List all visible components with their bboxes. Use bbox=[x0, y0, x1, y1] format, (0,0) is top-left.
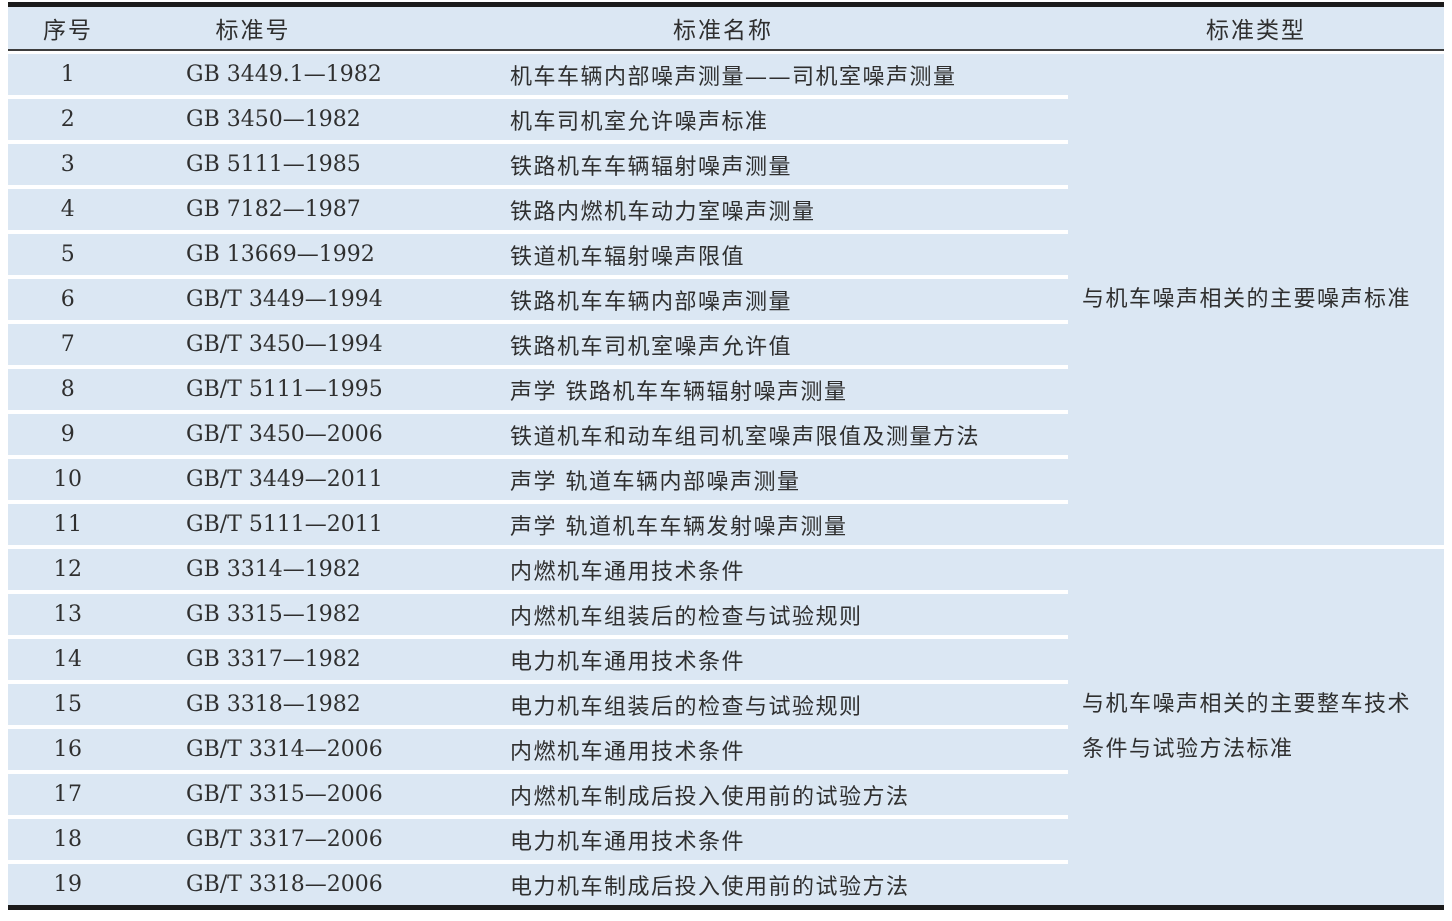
row-serial-number: 18 bbox=[53, 827, 83, 852]
row-standard-name: 铁道机车和动车组司机室噪声限值及测量方法 bbox=[510, 424, 981, 450]
row-serial-number: 4 bbox=[60, 197, 76, 222]
standard-type-cell: 与机车噪声相关的主要整车技术 条件与试验方法标准 bbox=[1068, 549, 1444, 905]
table-row: 5 GB 13669—1992 铁道机车辐射噪声限值 bbox=[8, 234, 1068, 275]
row-serial-number: 19 bbox=[53, 872, 83, 897]
header-serial-number: 序号 bbox=[43, 18, 93, 44]
row-standard-name: 铁道机车辐射噪声限值 bbox=[510, 244, 746, 270]
row-serial-number: 7 bbox=[60, 332, 76, 357]
row-standard-code: GB/T 3318—2006 bbox=[186, 872, 383, 897]
table-row: 12 GB 3314—1982 内燃机车通用技术条件 bbox=[8, 549, 1068, 590]
table-row: 9 GB/T 3450—2006 铁道机车和动车组司机室噪声限值及测量方法 bbox=[8, 414, 1068, 455]
row-standard-name: 铁路机车司机室噪声允许值 bbox=[510, 334, 793, 360]
table-row: 17 GB/T 3315—2006 内燃机车制成后投入使用前的试验方法 bbox=[8, 774, 1068, 815]
table-bottom-border bbox=[8, 905, 1444, 910]
row-standard-name: 电力机车组装后的检查与试验规则 bbox=[510, 694, 863, 720]
row-serial-number: 6 bbox=[60, 287, 76, 312]
row-standard-code: GB 3317—1982 bbox=[186, 647, 361, 672]
row-standard-code: GB 13669—1992 bbox=[186, 242, 375, 267]
row-standard-code: GB 3314—1982 bbox=[186, 557, 361, 582]
row-standard-code: GB 3318—1982 bbox=[186, 692, 361, 717]
row-standard-code: GB/T 3450—2006 bbox=[186, 422, 383, 447]
row-standard-name: 内燃机车通用技术条件 bbox=[510, 559, 746, 585]
row-serial-number: 9 bbox=[60, 422, 76, 447]
row-standard-name: 电力机车通用技术条件 bbox=[510, 649, 746, 675]
table-row: 1 GB 3449.1—1982 机车车辆内部噪声测量——司机室噪声测量 bbox=[8, 54, 1068, 95]
table-row: 2 GB 3450—1982 机车司机室允许噪声标准 bbox=[8, 99, 1068, 140]
standard-type-text: 与机车噪声相关的主要整车技术 bbox=[1082, 692, 1412, 717]
row-standard-code: GB/T 5111—2011 bbox=[186, 512, 383, 537]
row-standard-name: 内燃机车组装后的检查与试验规则 bbox=[510, 604, 863, 630]
row-serial-number: 8 bbox=[60, 377, 76, 402]
table-row: 10 GB/T 3449—2011 声学 轨道车辆内部噪声测量 bbox=[8, 459, 1068, 500]
row-serial-number: 14 bbox=[53, 647, 83, 672]
row-standard-code: GB/T 3449—2011 bbox=[186, 467, 383, 492]
row-standard-name: 机车司机室允许噪声标准 bbox=[510, 109, 769, 135]
row-standard-code: GB 3315—1982 bbox=[186, 602, 361, 627]
row-standard-code: GB/T 3317—2006 bbox=[186, 827, 383, 852]
standard-type-cell: 与机车噪声相关的主要噪声标准 bbox=[1068, 54, 1444, 545]
row-standard-code: GB 5111—1985 bbox=[186, 152, 361, 177]
row-standard-code: GB/T 3450—1994 bbox=[186, 332, 383, 357]
row-standard-name: 电力机车制成后投入使用前的试验方法 bbox=[510, 874, 910, 900]
row-serial-number: 13 bbox=[53, 602, 83, 627]
table-body: 1 GB 3449.1—1982 机车车辆内部噪声测量——司机室噪声测量 2 G… bbox=[8, 54, 1444, 905]
row-serial-number: 5 bbox=[60, 242, 76, 267]
standards-table: 序号 标准号 标准名称 标准类型 1 GB 3449.1—1982 机车车辆内部… bbox=[8, 2, 1444, 910]
row-standard-code: GB/T 5111—1995 bbox=[186, 377, 383, 402]
row-standard-name: 声学 轨道车辆内部噪声测量 bbox=[510, 469, 801, 495]
row-serial-number: 1 bbox=[60, 62, 76, 87]
row-standard-name: 电力机车通用技术条件 bbox=[510, 829, 746, 855]
table-row: 18 GB/T 3317—2006 电力机车通用技术条件 bbox=[8, 819, 1068, 860]
row-standard-name: 铁路机车车辆辐射噪声测量 bbox=[510, 154, 793, 180]
row-standard-code: GB/T 3315—2006 bbox=[186, 782, 383, 807]
row-serial-number: 17 bbox=[53, 782, 83, 807]
row-standard-code: GB 7182—1987 bbox=[186, 197, 361, 222]
table-row: 8 GB/T 5111—1995 声学 铁路机车车辆辐射噪声测量 bbox=[8, 369, 1068, 410]
standard-type-column: 与机车噪声相关的主要噪声标准 与机车噪声相关的主要整车技术 条件与试验方法标准 bbox=[1068, 54, 1444, 905]
table-row: 13 GB 3315—1982 内燃机车组装后的检查与试验规则 bbox=[8, 594, 1068, 635]
table-row: 11 GB/T 5111—2011 声学 轨道机车车辆发射噪声测量 bbox=[8, 504, 1068, 545]
row-serial-number: 2 bbox=[60, 107, 76, 132]
header-standard-name: 标准名称 bbox=[673, 18, 773, 44]
table-row: 6 GB/T 3449—1994 铁路机车车辆内部噪声测量 bbox=[8, 279, 1068, 320]
row-standard-name: 铁路机车车辆内部噪声测量 bbox=[510, 289, 793, 315]
header-standard-type: 标准类型 bbox=[1206, 18, 1306, 44]
table-row: 16 GB/T 3314—2006 内燃机车通用技术条件 bbox=[8, 729, 1068, 770]
row-serial-number: 10 bbox=[53, 467, 83, 492]
table-row: 15 GB 3318—1982 电力机车组装后的检查与试验规则 bbox=[8, 684, 1068, 725]
row-standard-name: 声学 铁路机车车辆辐射噪声测量 bbox=[510, 379, 848, 405]
row-serial-number: 16 bbox=[53, 737, 83, 762]
standard-type-text: 与机车噪声相关的主要噪声标准 bbox=[1082, 287, 1412, 312]
row-serial-number: 3 bbox=[60, 152, 76, 177]
table-header-row: 序号 标准号 标准名称 标准类型 bbox=[8, 7, 1444, 51]
row-standard-code: GB/T 3314—2006 bbox=[186, 737, 383, 762]
table-row: 19 GB/T 3318—2006 电力机车制成后投入使用前的试验方法 bbox=[8, 864, 1068, 905]
table-row: 4 GB 7182—1987 铁路内燃机车动力室噪声测量 bbox=[8, 189, 1068, 230]
row-serial-number: 11 bbox=[53, 512, 83, 537]
table-top-border bbox=[8, 2, 1444, 7]
table-rows: 1 GB 3449.1—1982 机车车辆内部噪声测量——司机室噪声测量 2 G… bbox=[8, 54, 1068, 905]
row-standard-code: GB/T 3449—1994 bbox=[186, 287, 383, 312]
row-standard-code: GB 3449.1—1982 bbox=[186, 62, 382, 87]
row-standard-code: GB 3450—1982 bbox=[186, 107, 361, 132]
table-row: 3 GB 5111—1985 铁路机车车辆辐射噪声测量 bbox=[8, 144, 1068, 185]
table-row: 7 GB/T 3450—1994 铁路机车司机室噪声允许值 bbox=[8, 324, 1068, 365]
row-standard-name: 铁路内燃机车动力室噪声测量 bbox=[510, 199, 816, 225]
row-standard-name: 机车车辆内部噪声测量——司机室噪声测量 bbox=[510, 64, 957, 90]
row-standard-name: 声学 轨道机车车辆发射噪声测量 bbox=[510, 514, 848, 540]
row-standard-name: 内燃机车通用技术条件 bbox=[510, 739, 746, 765]
table-row: 14 GB 3317—1982 电力机车通用技术条件 bbox=[8, 639, 1068, 680]
row-serial-number: 12 bbox=[53, 557, 83, 582]
row-standard-name: 内燃机车制成后投入使用前的试验方法 bbox=[510, 784, 910, 810]
row-serial-number: 15 bbox=[53, 692, 83, 717]
standard-type-text: 条件与试验方法标准 bbox=[1082, 737, 1294, 762]
header-standard-code: 标准号 bbox=[215, 18, 291, 44]
